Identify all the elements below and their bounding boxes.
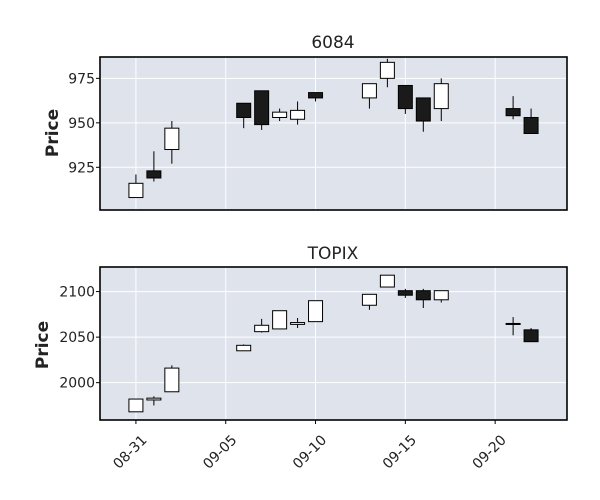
candle-body	[254, 90, 270, 126]
candle-6084-09-15	[397, 84, 413, 114]
candles-topix	[128, 274, 539, 413]
candle-topix-09-09	[290, 318, 306, 329]
x-tick-label: 09-15	[380, 432, 420, 472]
candle-topix-09-17	[433, 290, 449, 303]
y-ticks-topix: 2000 2050 2100	[59, 285, 100, 392]
candle-6084-08-31	[128, 174, 144, 199]
candle-body	[272, 111, 288, 118]
candle-topix-08-31	[128, 398, 144, 413]
candle-6084-09-01	[146, 151, 162, 182]
candle-6084-09-10	[308, 92, 324, 102]
x-tick-label: 09-20	[470, 432, 510, 472]
candle-body	[379, 61, 395, 79]
candle-6084-09-14	[379, 58, 395, 88]
candle-body	[308, 300, 324, 323]
candle-6084-09-21	[505, 96, 521, 120]
candle-body	[505, 322, 521, 325]
candle-topix-09-08	[272, 310, 288, 330]
x-ticks: 08-31 09-05 09-10 09-15 09-20	[110, 420, 510, 472]
candle-body	[379, 274, 395, 288]
y-axis-label-topix: Price	[33, 321, 53, 369]
candle-6084-09-13	[361, 83, 377, 109]
candle-body	[415, 97, 431, 122]
candle-body	[146, 170, 162, 179]
candle-6084-09-07	[254, 90, 270, 130]
candle-body	[505, 108, 521, 117]
candle-6084-09-06	[236, 102, 252, 129]
y-tick-label: 925	[68, 160, 95, 176]
candle-topix-09-07	[254, 318, 270, 333]
panel-topix: TOPIX 2000 2050 2100 Price 08-31 09-05 09-10…	[33, 244, 568, 472]
x-tick-label: 09-10	[290, 432, 330, 472]
candle-body	[254, 324, 270, 333]
candle-topix-09-15	[397, 288, 413, 298]
plot-frame-6084	[99, 56, 568, 211]
candle-body	[164, 367, 180, 393]
y-tick-label: 2000	[59, 376, 95, 392]
candle-body	[236, 344, 252, 352]
candle-6084-09-17	[433, 78, 449, 122]
candle-6084-09-16	[415, 97, 431, 132]
candle-body	[128, 398, 144, 413]
x-tick-label: 09-05	[200, 432, 240, 472]
candle-6084-09-22	[523, 108, 539, 134]
y-tick-label: 2050	[59, 330, 95, 346]
candle-topix-09-02	[164, 365, 180, 393]
y-tick-label: 2100	[59, 285, 95, 301]
candle-topix-09-14	[379, 274, 395, 288]
panel-6084: 6084 925 950 975 Price	[43, 33, 568, 211]
candle-topix-09-22	[523, 328, 539, 343]
candle-topix-09-06	[236, 344, 252, 352]
candle-body	[272, 310, 288, 330]
candle-body	[361, 83, 377, 99]
candle-6084-09-09	[290, 101, 306, 125]
candle-topix-09-21	[505, 317, 521, 336]
candle-body	[361, 293, 377, 306]
candle-body	[523, 116, 539, 134]
candle-body	[397, 290, 413, 296]
candle-body	[523, 329, 539, 343]
x-tick-label: 08-31	[110, 432, 150, 472]
chart-title-6084: 6084	[311, 33, 354, 53]
candles-6084	[128, 58, 539, 199]
candle-body	[397, 84, 413, 110]
candle-topix-09-10	[308, 300, 324, 323]
y-axis-label-6084: Price	[43, 109, 63, 157]
candle-body	[290, 109, 306, 120]
y-tick-label: 975	[68, 71, 95, 87]
candle-body	[128, 182, 144, 199]
candle-body	[146, 397, 162, 401]
plot-frame-topix	[99, 266, 568, 421]
candle-topix-09-13	[361, 293, 377, 310]
candle-topix-09-16	[415, 288, 431, 308]
candle-body	[290, 322, 306, 325]
candle-body	[236, 102, 252, 118]
candle-body	[164, 127, 180, 151]
candle-6084-09-08	[272, 108, 288, 122]
candle-body	[433, 83, 449, 110]
candle-body	[433, 290, 449, 301]
candle-6084-09-02	[164, 121, 180, 164]
plot-area-topix	[100, 267, 567, 420]
grid-6084	[100, 57, 567, 210]
y-tick-label: 950	[68, 116, 95, 132]
candle-body	[308, 92, 324, 99]
y-ticks-6084: 925 950 975	[68, 71, 100, 176]
candle-topix-09-01	[146, 396, 162, 406]
chart-title-topix: TOPIX	[307, 244, 359, 264]
candle-body	[415, 290, 431, 301]
